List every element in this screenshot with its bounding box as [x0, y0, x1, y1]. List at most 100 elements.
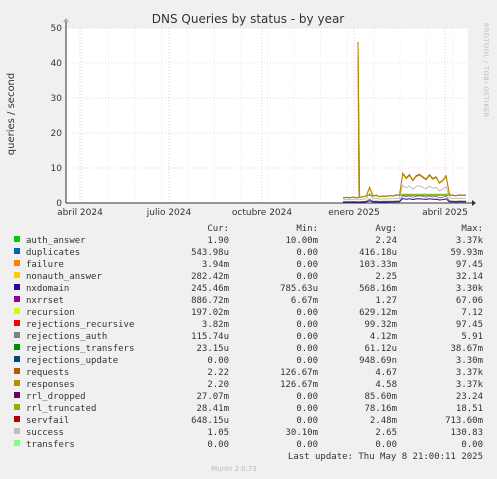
legend-value-max: 3.37k — [456, 380, 484, 390]
legend-swatch — [14, 272, 20, 278]
x-tick-label: abril 2024 — [57, 208, 103, 218]
legend-swatch — [14, 296, 20, 302]
legend-value-max: 130.83 — [450, 428, 483, 438]
series-line-responses — [342, 45, 466, 199]
legend-value-cur: 0.00 — [207, 356, 229, 366]
legend-value-min: 0.00 — [296, 440, 318, 450]
x-tick-label: enero 2025 — [328, 208, 380, 218]
legend-series-name: rejections_recursive — [26, 320, 134, 330]
legend-value-avg: 2.65 — [375, 428, 397, 438]
legend-value-min: 0.00 — [296, 332, 318, 342]
legend-value-max: 3.37k — [456, 368, 484, 378]
legend-value-min: 0.00 — [296, 272, 318, 282]
legend-value-max: 7.12 — [461, 308, 483, 318]
legend-value-avg: 1.27 — [375, 296, 397, 306]
legend-value-avg: 416.18u — [359, 248, 397, 258]
y-tick-label: 20 — [51, 129, 63, 139]
legend-column-header: Min: — [296, 224, 318, 234]
legend-value-min: 0.00 — [296, 404, 318, 414]
legend-swatch — [14, 416, 20, 422]
legend-value-avg: 4.12m — [370, 332, 397, 342]
legend-value-min: 0.00 — [296, 320, 318, 330]
series-lines — [342, 41, 466, 203]
legend-value-cur: 648.15u — [191, 416, 229, 426]
legend-swatch — [14, 392, 20, 398]
legend-value-min: 0.00 — [296, 392, 318, 402]
legend-value-max: 67.06 — [456, 296, 483, 306]
legend-value-max: 3.30k — [456, 284, 484, 294]
legend-value-max: 97.45 — [456, 260, 483, 270]
legend-series-name: rrl_dropped — [26, 392, 86, 402]
legend-series-name: rrl_truncated — [26, 404, 96, 414]
legend-value-max: 97.45 — [456, 320, 483, 330]
chart-title: DNS Queries by status - by year — [152, 12, 345, 26]
legend-value-min: 126.67m — [280, 368, 318, 378]
series-line-nxdomain — [342, 197, 466, 203]
x-tick-label: abril 2025 — [422, 208, 468, 218]
legend-series-name: recursion — [26, 308, 75, 318]
legend-value-cur: 543.98u — [191, 248, 229, 258]
legend-value-cur: 115.74u — [191, 332, 229, 342]
legend-series-name: nxrrset — [26, 296, 64, 306]
legend-value-avg: 4.67 — [375, 368, 397, 378]
legend-series-name: nxdomain — [26, 284, 69, 294]
legend-column-header: Avg: — [375, 224, 397, 234]
legend-value-max: 3.30m — [456, 356, 483, 366]
legend-value-min: 0.00 — [296, 416, 318, 426]
legend-value-max: 18.51 — [456, 404, 483, 414]
legend-value-min: 0.00 — [296, 260, 318, 270]
legend-swatch — [14, 344, 20, 350]
legend-column-header: Max: — [461, 224, 483, 234]
legend-value-max: 0.00 — [461, 440, 483, 450]
legend-value-avg: 2.24 — [375, 236, 397, 246]
legend-value-avg: 4.58 — [375, 380, 397, 390]
legend-value-cur: 3.82m — [202, 320, 229, 330]
legend-value-avg: 61.12u — [364, 344, 397, 354]
y-tick-label: 30 — [51, 94, 63, 104]
legend-swatch — [14, 368, 20, 374]
legend-value-min: 0.00 — [296, 248, 318, 258]
legend: Cur: Min: Avg: Max: auth_answer 1.90 10.00m 2.2… — [14, 224, 484, 450]
legend-series-name: auth_answer — [26, 236, 86, 246]
legend-swatch — [14, 404, 20, 410]
legend-value-min: 126.67m — [280, 380, 318, 390]
munin-version-footer: Munin 2.0.73 — [211, 465, 257, 473]
legend-swatch — [14, 248, 20, 254]
plot-area — [66, 28, 468, 203]
y-tick-label: 40 — [51, 59, 63, 69]
legend-value-avg: 0.00 — [375, 440, 397, 450]
legend-value-cur: 886.72m — [191, 296, 229, 306]
y-tick-label: 10 — [51, 164, 63, 174]
legend-swatch — [14, 380, 20, 386]
legend-series-name: transfers — [26, 440, 75, 450]
legend-value-max: 32.14 — [456, 272, 483, 282]
x-tick-label: octubre 2024 — [232, 208, 292, 218]
grid — [66, 27, 468, 203]
legend-swatch — [14, 428, 20, 434]
legend-value-avg: 2.25 — [375, 272, 397, 282]
legend-swatch — [14, 308, 20, 314]
y-axis-label: queries / second — [6, 73, 17, 155]
y-tick-label: 50 — [51, 24, 63, 34]
legend-swatch — [14, 440, 20, 446]
legend-value-avg: 78.16m — [364, 404, 397, 414]
legend-series-name: nonauth_answer — [26, 272, 102, 282]
legend-value-avg: 99.32m — [364, 320, 397, 330]
legend-value-cur: 282.42m — [191, 272, 229, 282]
legend-value-cur: 3.94m — [202, 260, 229, 270]
legend-swatch — [14, 320, 20, 326]
legend-series-name: servfail — [26, 416, 69, 426]
legend-value-max: 23.24 — [456, 392, 483, 402]
legend-value-cur: 2.20 — [207, 380, 229, 390]
legend-value-max: 713.60m — [445, 416, 483, 426]
legend-value-cur: 23.15u — [196, 344, 229, 354]
legend-value-min: 10.00m — [285, 236, 318, 246]
legend-series-name: rejections_transfers — [26, 344, 134, 354]
legend-value-cur: 2.22 — [207, 368, 229, 378]
legend-swatch — [14, 356, 20, 362]
legend-value-max: 5.91 — [461, 332, 483, 342]
legend-value-min: 30.10m — [285, 428, 318, 438]
x-tick-label: julio 2024 — [146, 208, 192, 218]
series-line-rejections_auth — [342, 195, 466, 203]
series-line-success — [342, 184, 466, 201]
